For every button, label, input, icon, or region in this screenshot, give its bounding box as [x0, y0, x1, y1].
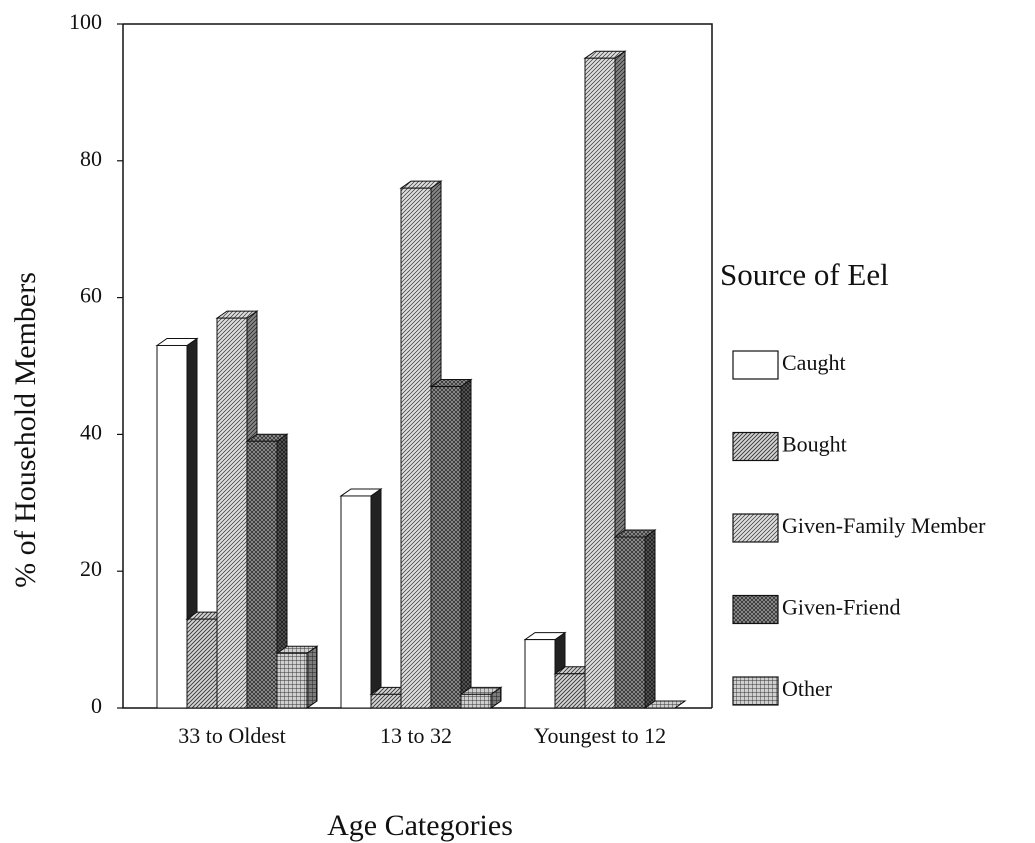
bar [460, 693, 492, 709]
legend-swatch [732, 594, 779, 625]
y-tick-label: 80 [80, 146, 102, 171]
y-tick-label: 0 [91, 693, 102, 718]
y-tick-label: 40 [80, 419, 102, 444]
x-tick-label: 33 to Oldest [178, 723, 286, 748]
bar [246, 440, 278, 709]
bar-side [460, 378, 472, 709]
y-tick-label: 60 [80, 283, 102, 308]
legend-label: Given-Family Member [782, 513, 986, 538]
y-axis-label: % of Household Members [9, 272, 42, 588]
legend-title: Source of Eel [720, 257, 889, 292]
bar [584, 57, 616, 709]
x-tick-label: Youngest to 12 [534, 723, 666, 748]
bar [186, 618, 218, 709]
bar [400, 187, 432, 709]
bar [340, 495, 372, 709]
y-tick-label: 100 [69, 9, 102, 34]
bar [276, 652, 308, 709]
bar-side [644, 529, 656, 709]
legend-label: Caught [782, 350, 846, 375]
legend-label: Bought [782, 432, 847, 457]
bar [430, 386, 462, 709]
bar [554, 673, 586, 709]
legend-swatch [732, 431, 779, 462]
bar [614, 536, 646, 709]
bar-side [306, 645, 318, 709]
bar [370, 693, 402, 709]
bar [524, 639, 556, 709]
legend-swatch [732, 513, 779, 543]
legend-swatch [732, 676, 779, 706]
bar [216, 317, 248, 709]
bar-top [643, 700, 687, 709]
bar [156, 344, 188, 709]
legend-label: Given-Friend [782, 595, 901, 620]
legend-label: Other [782, 676, 833, 701]
bar-side [370, 487, 382, 709]
x-tick-label: 13 to 32 [380, 723, 452, 748]
y-tick-label: 20 [80, 556, 102, 581]
legend-swatch [732, 350, 779, 380]
x-axis-label: Age Categories [327, 809, 513, 842]
